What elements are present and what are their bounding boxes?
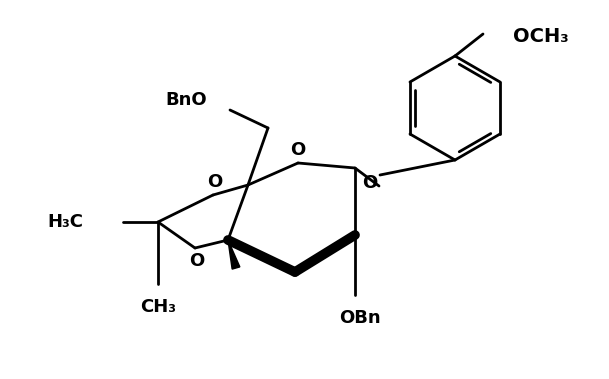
Text: OBn: OBn — [339, 309, 381, 327]
Text: O: O — [290, 141, 306, 159]
Text: BnO: BnO — [166, 91, 207, 109]
Text: CH₃: CH₃ — [140, 298, 176, 316]
Text: OCH₃: OCH₃ — [513, 27, 569, 45]
Polygon shape — [228, 240, 240, 269]
Text: H₃C: H₃C — [47, 213, 83, 231]
Text: O: O — [189, 252, 205, 270]
Text: O: O — [362, 174, 378, 192]
Text: O: O — [208, 173, 223, 191]
